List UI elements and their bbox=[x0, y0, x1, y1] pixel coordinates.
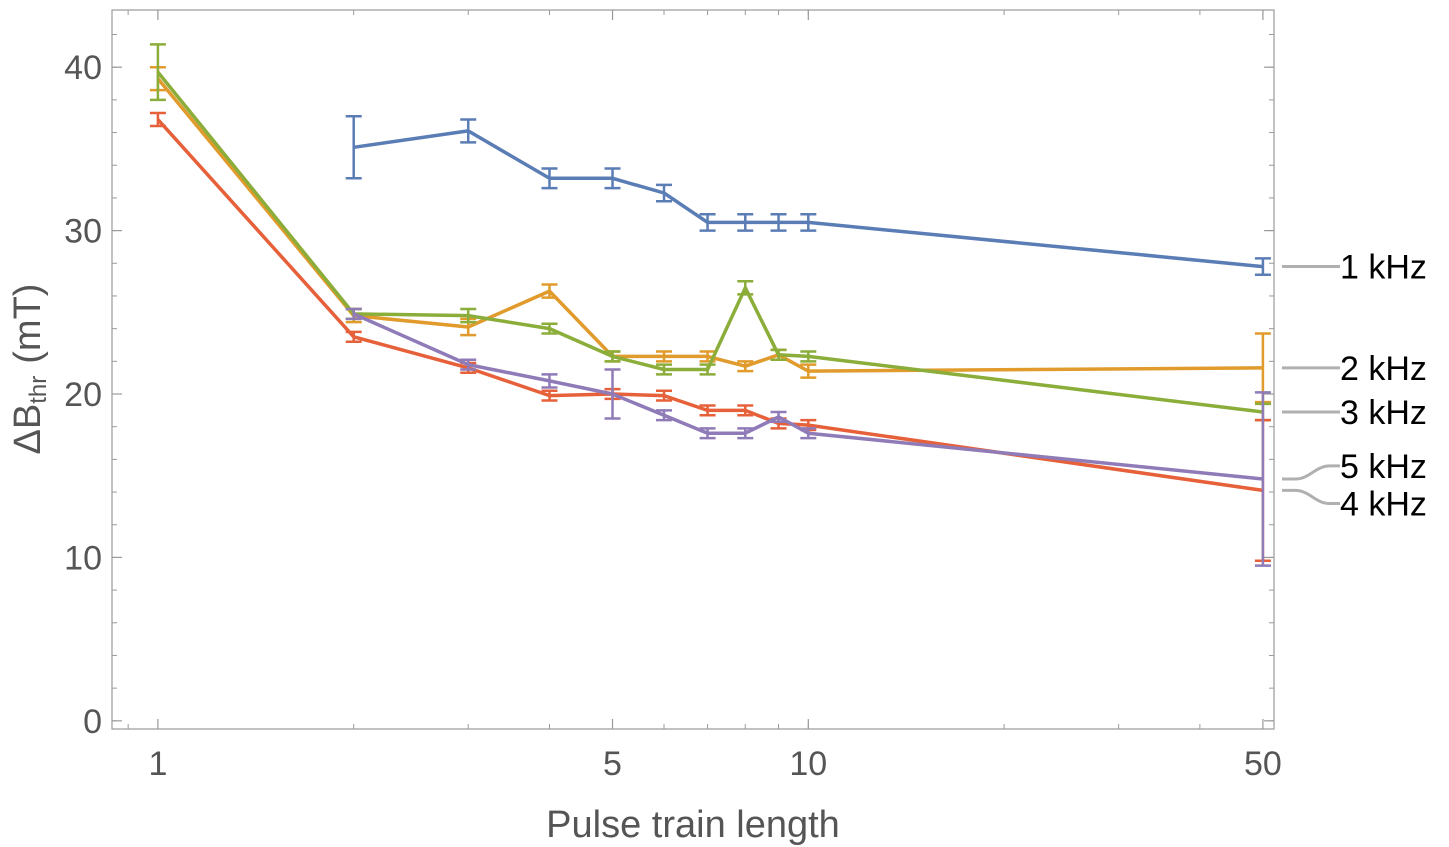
x-tick-label: 50 bbox=[1244, 745, 1282, 783]
axis-ticks bbox=[112, 10, 1274, 729]
y-tick-label: 40 bbox=[64, 49, 102, 87]
tick-labels: 1 5 10 50 0 10 20 30 40 bbox=[64, 49, 1282, 783]
y-tick-label: 0 bbox=[83, 703, 102, 741]
plot-frame bbox=[111, 9, 1275, 730]
x-axis-title: Pulse train length bbox=[546, 804, 840, 846]
series-label-1-khz: 1 kHz bbox=[1340, 249, 1427, 287]
x-tick-label: 1 bbox=[148, 745, 167, 783]
y-axis-title-main: ΔB bbox=[7, 404, 49, 455]
series-label-2-khz: 2 kHz bbox=[1340, 350, 1427, 388]
series-line-3-khz bbox=[156, 70, 1264, 414]
series-line-2-khz bbox=[156, 77, 1263, 373]
series-5-khz bbox=[345, 307, 1271, 567]
leader-line-5-khz bbox=[1282, 464, 1340, 481]
series-group bbox=[149, 43, 1271, 567]
series-4-khz bbox=[149, 111, 1271, 562]
series-1-khz bbox=[345, 114, 1271, 276]
y-tick-label: 10 bbox=[64, 539, 102, 577]
series-label-5-khz: 5 kHz bbox=[1340, 448, 1427, 486]
y-axis-title-sub: thr bbox=[25, 376, 52, 404]
leader-line-4-khz bbox=[1282, 488, 1340, 505]
series-3-khz bbox=[149, 43, 1271, 422]
series-line-1-khz bbox=[353, 129, 1264, 269]
y-tick-label: 20 bbox=[64, 376, 102, 414]
y-tick-label: 30 bbox=[64, 213, 102, 251]
y-axis-title-unit: (mT) bbox=[7, 284, 49, 364]
x-tick-label: 10 bbox=[789, 745, 827, 783]
x-tick-label: 5 bbox=[603, 745, 622, 783]
series-2-khz bbox=[149, 65, 1271, 404]
y-axis-title: ΔBthr (mT) bbox=[7, 284, 52, 455]
series-label-3-khz: 3 kHz bbox=[1340, 394, 1427, 432]
series-line-5-khz bbox=[352, 312, 1264, 481]
series-label-4-khz: 4 kHz bbox=[1340, 485, 1427, 523]
